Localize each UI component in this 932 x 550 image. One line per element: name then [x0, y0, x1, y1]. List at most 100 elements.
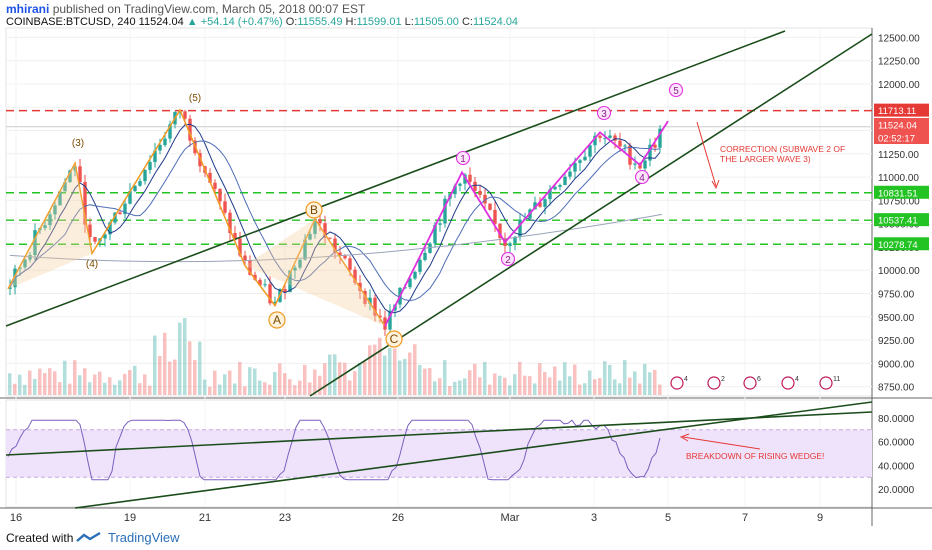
volume-bar [553, 366, 557, 395]
publish-line: mhirani published on TradingView.com, Ma… [6, 2, 365, 16]
candle-body [413, 271, 417, 279]
candle-body [553, 186, 557, 190]
volume-bar [603, 361, 607, 395]
volume-bar [518, 361, 522, 395]
volume-bar [548, 377, 552, 395]
high-value: 11599.01 [356, 16, 402, 28]
candle-body [558, 185, 562, 187]
time-axis: 16 19 21 23 26 Mar 3 5 7 9 [10, 28, 823, 524]
volume-bar [448, 386, 452, 395]
volume-bar [178, 322, 182, 395]
volume-bar [613, 379, 617, 395]
volume-bar [168, 361, 172, 395]
candle-body [288, 270, 292, 293]
candle-body [643, 160, 647, 169]
price-tick-label: 9750.00 [878, 290, 915, 301]
event-count: 11 [833, 376, 840, 383]
volume-bar [438, 378, 442, 395]
volume-bar [228, 370, 232, 395]
candle-body [153, 150, 157, 163]
tradingview-brand[interactable]: TradingView [108, 530, 180, 545]
last-price: 11524.04 [138, 16, 184, 28]
volume-bar [303, 364, 307, 395]
candle-body [133, 185, 137, 192]
volume-bar [218, 384, 222, 395]
candle-body [588, 145, 592, 157]
candle-body [253, 274, 257, 280]
price-tick-label: 12000.00 [878, 80, 920, 91]
moving-average-long [9, 213, 663, 263]
candle-body [418, 260, 422, 272]
price-tick-label: 8750.00 [878, 383, 915, 394]
price-tick-label: 11000.00 [878, 173, 919, 184]
candle-body [83, 181, 87, 225]
volume-bar [213, 370, 217, 395]
volume-bar [433, 381, 437, 395]
moving-average-fast [9, 123, 661, 314]
candle-body [103, 234, 107, 239]
candle-body [118, 212, 122, 215]
candle-body [513, 236, 517, 244]
candle-body [208, 172, 212, 183]
open-label: O: [285, 16, 298, 28]
close-value: 11524.04 [472, 16, 519, 28]
candle-body [518, 219, 522, 237]
volume-bar [308, 382, 312, 395]
volume-bar [528, 376, 532, 395]
time-tick-label: 7 [742, 512, 748, 524]
candle-body [658, 128, 662, 148]
volume-bar [598, 378, 602, 395]
breakdown-arrowhead [679, 433, 690, 442]
volume-bar [588, 370, 592, 395]
correction-arrow [696, 121, 717, 187]
volume-bar [128, 370, 132, 395]
time-tick-label: 9 [817, 512, 823, 524]
candle-body [183, 111, 187, 119]
candle-body [488, 203, 492, 210]
event-flag-icon [743, 376, 757, 390]
abc-wave-label: B [310, 203, 318, 217]
volume-bar [233, 383, 237, 395]
abc-wave-fill [245, 218, 385, 327]
volume-bar [143, 374, 147, 395]
candle-body [18, 267, 22, 269]
wave-label-circle [596, 105, 612, 121]
event-count: 2 [721, 376, 725, 383]
publish-info: published on TradingView.com, March 05, … [52, 2, 366, 16]
volume-bar [18, 374, 22, 395]
volume-bar [498, 375, 502, 395]
price-tick-label: 10000.00 [878, 266, 920, 277]
rsi-trendline-upper [5, 411, 873, 456]
candle-body [283, 289, 287, 293]
candle-body [143, 169, 147, 182]
volume-bar [378, 337, 382, 395]
volume-bar [153, 335, 157, 395]
volume-bar [508, 385, 512, 395]
volume-bar [343, 362, 347, 395]
volume-bar [573, 364, 577, 395]
price-chart[interactable]: 12500.0012250.0012000.0011750.0011500.00… [0, 0, 932, 526]
volume-bar [263, 382, 267, 395]
correction-annotation: THE LARGER WAVE 3) [720, 154, 811, 164]
volume-bar [538, 363, 542, 395]
low-label: L: [404, 16, 414, 28]
author-name[interactable]: mhirani [6, 2, 50, 16]
close-label: C: [461, 16, 473, 28]
candle-body [88, 224, 92, 237]
candle-body [303, 239, 307, 260]
candle-body [543, 199, 547, 207]
candle-body [653, 144, 657, 148]
candle-body [228, 212, 232, 233]
volume-bar [323, 363, 327, 395]
time-tick-label: Mar [501, 512, 520, 524]
candle-body [148, 162, 152, 170]
wave-label-circle [634, 169, 650, 185]
impulse-wave-label: 5 [673, 86, 679, 97]
volume-bar [123, 373, 127, 395]
candle-body [268, 284, 272, 304]
event-flag-icon [781, 376, 795, 390]
time-tick-label: 26 [392, 512, 404, 524]
volume-bar [493, 373, 497, 395]
volume-bar [318, 375, 322, 395]
volume-bar [243, 386, 247, 395]
